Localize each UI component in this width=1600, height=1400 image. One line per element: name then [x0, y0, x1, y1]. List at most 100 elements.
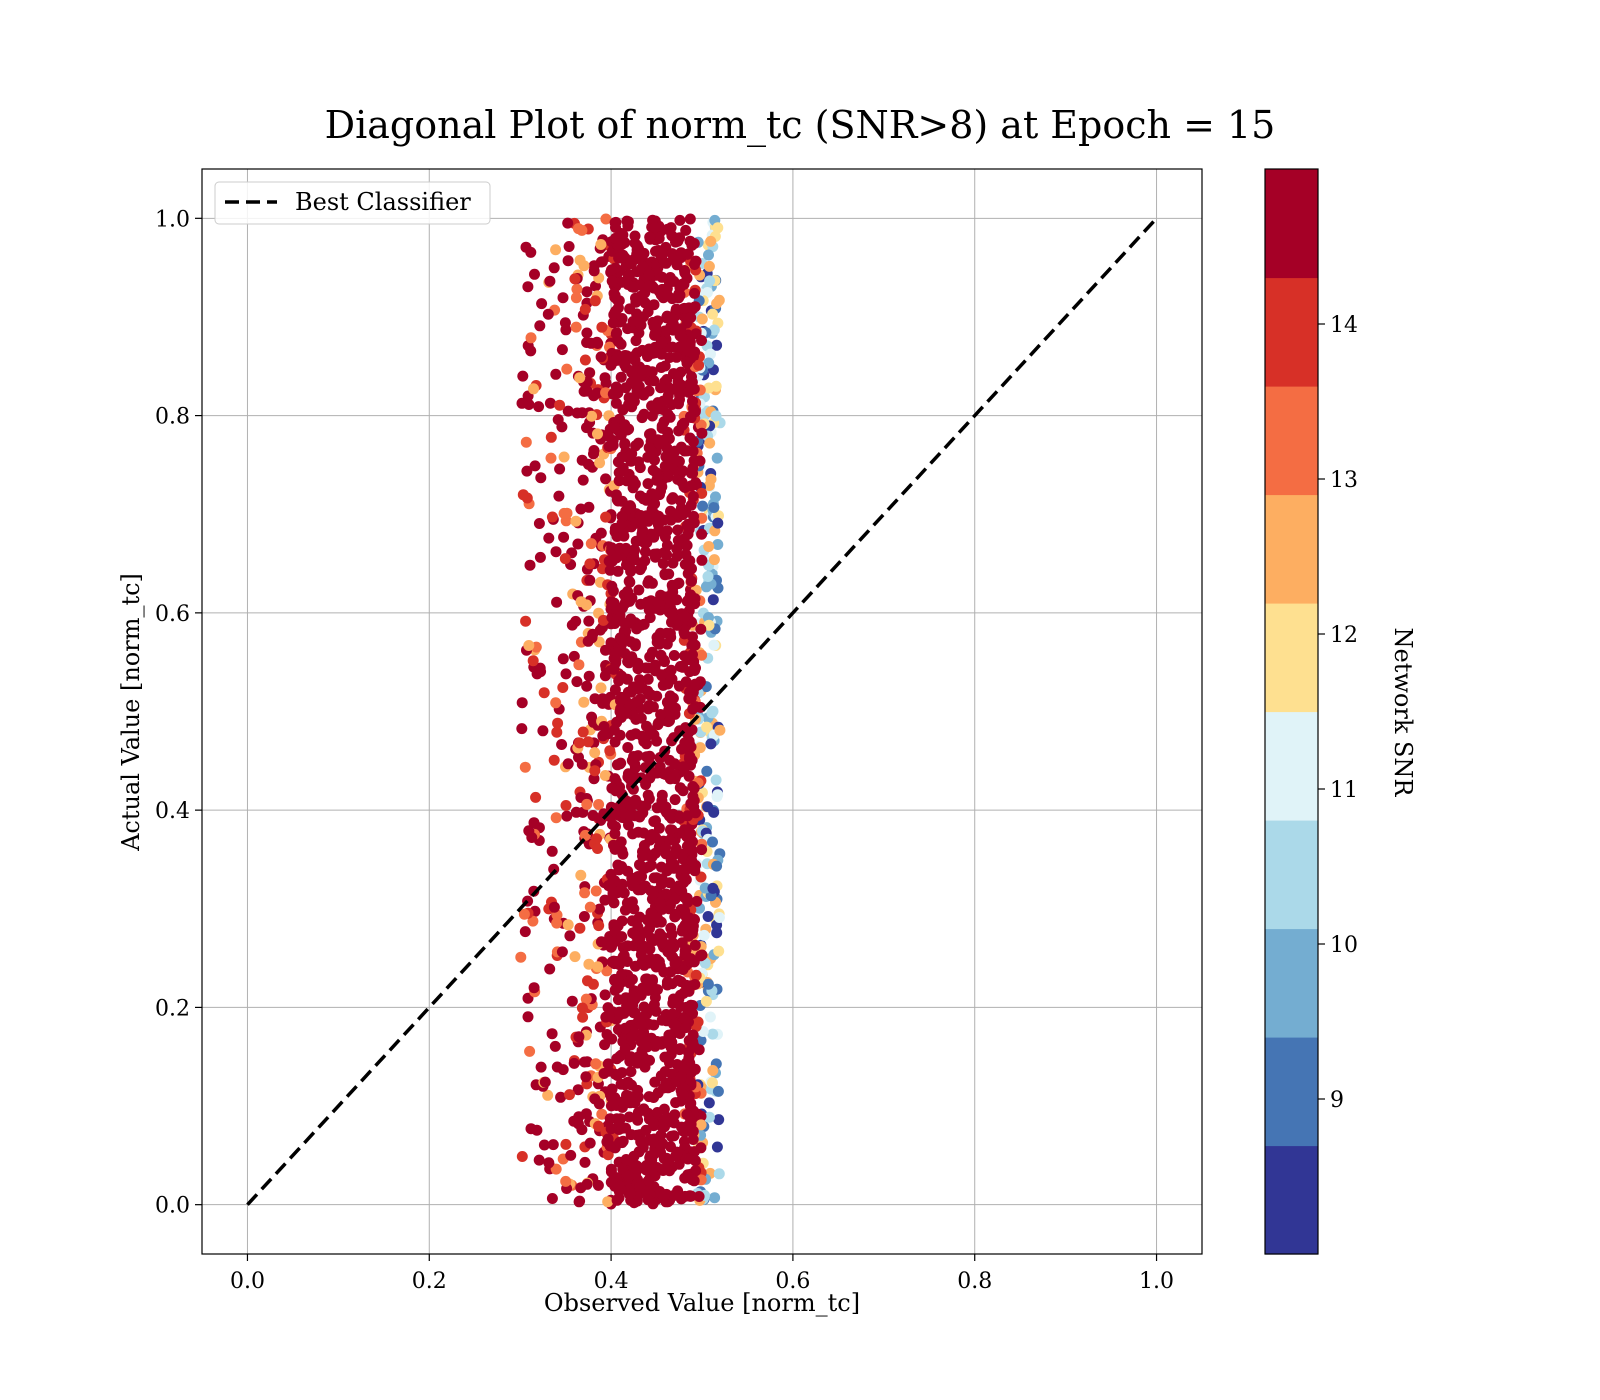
scatter-point [638, 492, 650, 504]
scatter-point [687, 836, 698, 848]
scatter-point [636, 344, 648, 356]
scatter-point [525, 1123, 537, 1135]
scatter-point [550, 244, 562, 256]
scatter-point [674, 389, 686, 401]
scatter-point [622, 940, 634, 952]
scatter-point [568, 1057, 580, 1069]
scatter-point [711, 927, 723, 939]
scatter-point [642, 673, 654, 685]
scatter-point [713, 912, 725, 923]
scatter-point [644, 612, 656, 624]
scatter-point [665, 942, 677, 954]
scatter-point [545, 452, 557, 464]
scatter-point [626, 1031, 638, 1043]
scatter-point [609, 843, 621, 855]
scatter-point [598, 1068, 610, 1079]
scatter-point [575, 503, 587, 515]
scatter-point [690, 1165, 702, 1177]
scatter-point [681, 520, 693, 532]
scatter-point [707, 836, 718, 848]
scatter-point [582, 635, 594, 647]
scatter-point [656, 271, 668, 283]
scatter-point [521, 465, 533, 477]
scatter-point [632, 826, 644, 838]
scatter-point [680, 224, 692, 236]
scatter-point [591, 387, 603, 399]
scatter-point [535, 1061, 547, 1073]
scatter-point [649, 222, 661, 233]
scatter-point [675, 1193, 687, 1205]
scatter-point [606, 1083, 618, 1095]
scatter-point [676, 743, 687, 755]
y-axis-label: Actual Value [norm_tc] [117, 573, 145, 852]
scatter-point [662, 1082, 674, 1094]
scatter-point [670, 702, 681, 714]
scatter-point [533, 518, 545, 529]
scatter-point [542, 1089, 554, 1101]
scatter-point [615, 757, 627, 769]
scatter-point [702, 911, 714, 922]
scatter-point [578, 911, 590, 922]
scatter-point [561, 507, 573, 519]
scatter-point [570, 515, 582, 527]
scatter-point [644, 750, 656, 762]
scatter-point [648, 375, 660, 387]
scatter-point [562, 758, 574, 770]
scatter-point [646, 410, 658, 422]
scatter-point [548, 262, 560, 274]
scatter-point [581, 798, 593, 810]
scatter-point [590, 885, 602, 897]
scatter-point [680, 979, 692, 991]
scatter-point [621, 707, 633, 719]
scatter-point [610, 654, 622, 666]
scatter-point [557, 682, 569, 693]
scatter-point [589, 747, 601, 759]
scatter-point [517, 370, 529, 382]
scatter-point [535, 472, 547, 484]
scatter-point [652, 719, 664, 731]
scatter-point [632, 683, 643, 695]
scatter-point [676, 332, 688, 343]
scatter-point [626, 448, 637, 460]
scatter-point [560, 1175, 572, 1187]
scatter-point [616, 968, 628, 980]
scatter-point [571, 676, 583, 688]
scatter-point [696, 528, 708, 540]
scatter-point [713, 945, 725, 957]
scatter-point [617, 1096, 629, 1108]
scatter-point [562, 919, 574, 931]
scatter-point [636, 517, 648, 528]
scatter-point [631, 1165, 643, 1177]
scatter-point [689, 301, 701, 313]
scatter-point [554, 399, 566, 411]
scatter-point [577, 1011, 589, 1023]
scatter-point [525, 246, 537, 258]
scatter-point [662, 408, 674, 420]
scatter-point [576, 1002, 588, 1014]
scatter-point [669, 893, 681, 905]
scatter-point [691, 895, 703, 907]
scatter-point [608, 287, 620, 299]
scatter-point [661, 976, 673, 988]
scatter-point [639, 546, 651, 558]
scatter-point [643, 269, 655, 281]
scatter-point [668, 650, 680, 661]
scatter-point [629, 544, 640, 556]
scatter-point [649, 551, 661, 563]
x-axis-label: Observed Value [norm_tc] [544, 1289, 860, 1317]
scatter-point [643, 280, 655, 292]
scatter-point [558, 451, 570, 463]
scatter-point [669, 1109, 681, 1121]
scatter-points [515, 213, 726, 1210]
scatter-point [667, 951, 679, 963]
scatter-point [634, 933, 646, 945]
scatter-point [701, 765, 713, 777]
scatter-point [638, 408, 650, 420]
scatter-point [645, 859, 657, 871]
scatter-point [663, 669, 675, 681]
scatter-point [652, 434, 664, 446]
scatter-point [632, 663, 644, 675]
scatter-point [686, 347, 698, 359]
scatter-point [527, 915, 539, 927]
